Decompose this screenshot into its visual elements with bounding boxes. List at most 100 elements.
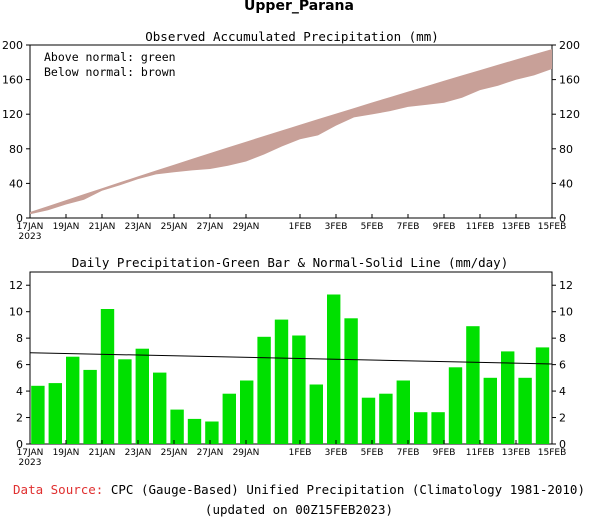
y-tick-label: 0 [16,212,23,225]
y-tick-label: 0 [559,438,566,451]
y-tick-label: 120 [2,108,23,121]
daily-bar [344,318,358,444]
daily-bar [292,335,306,444]
daily-bar [361,397,376,444]
daily-bar [466,326,480,444]
daily-bar [31,385,45,444]
daily-precip-chart: Daily Precipitation-Green Bar & Normal-S… [9,255,573,468]
x-tick-label: 15FEB [538,222,567,232]
normal-line [29,352,553,365]
accum-chart-title: Observed Accumulated Precipitation (mm) [145,29,439,44]
accum-plot-frame [29,44,553,219]
daily-bar [135,348,149,444]
daily-bar [431,412,445,444]
accum-y-axis-left: 0 40 80 120 160 200 [2,39,30,225]
daily-bar [501,351,515,444]
y-tick-label: 2 [16,412,23,425]
daily-bar [396,380,410,444]
x-tick-label: 7FEB [397,222,420,232]
daily-bar [535,347,550,444]
daily-bar [118,359,132,444]
x-tick-label: 13FEB [502,448,531,458]
daily-bar [100,309,115,444]
daily-bar [327,294,341,444]
daily-y-axis-right: 0 2 4 6 8 10 12 [552,279,573,451]
updated-line: (updated on 00Z15FEB2023) [204,502,394,517]
daily-bar [448,367,463,444]
x-start-year: 2023 [19,232,42,242]
x-tick-label: 15FEB [538,448,567,458]
data-source-line: Data Source: CPC (Gauge-Based) Unified P… [0,482,598,497]
daily-bar [187,418,202,444]
x-tick-label: 3FEB [325,222,348,232]
x-tick-label: 17JAN [17,448,44,458]
y-tick-label: 200 [2,39,23,52]
daily-bar [274,319,289,444]
y-tick-label: 40 [559,177,573,190]
daily-bar [309,384,323,444]
y-tick-label: 0 [16,438,23,451]
y-tick-label: 12 [559,279,573,292]
below-normal-band [30,49,552,218]
daily-bar [66,356,80,444]
x-tick-label: 1FEB [289,448,312,458]
x-tick-label: 23JAN [125,222,152,232]
figure-title: Upper_Parana [244,0,354,14]
y-tick-label: 2 [559,412,566,425]
x-tick-label: 21JAN [89,222,116,232]
x-start-year: 2023 [19,458,42,468]
daily-bar [48,383,62,444]
x-tick-label: 5FEB [361,448,384,458]
data-source-label: Data Source: [13,482,104,497]
daily-bar [240,380,254,444]
y-tick-label: 40 [9,177,23,190]
data-source-text: CPC (Gauge-Based) Unified Precipitation … [110,482,585,497]
x-tick-label: 11FEB [466,448,495,458]
x-tick-label: 29JAN [233,448,260,458]
daily-bar [379,393,393,444]
y-tick-label: 80 [559,143,573,156]
daily-bar [483,377,497,444]
x-tick-label: 17JAN [17,222,44,232]
y-tick-label: 10 [9,306,23,319]
x-tick-label: 3FEB [325,448,348,458]
x-tick-label: 9FEB [433,222,456,232]
y-tick-label: 4 [16,385,23,398]
x-tick-label: 21JAN [89,448,116,458]
daily-bar [222,393,236,444]
x-tick-label: 13FEB [502,222,531,232]
daily-bar [414,412,428,444]
daily-plot-frame [29,271,553,445]
y-tick-label: 160 [559,74,580,87]
legend-below-normal: Below normal: brown [44,65,176,79]
daily-x-axis: 17JAN 19JAN 21JAN 23JAN 25JAN 27JAN 29JAN 1FEB 3… [17,440,567,468]
daily-bar [257,336,271,444]
daily-bar [170,409,184,444]
x-tick-label: 9FEB [433,448,456,458]
daily-chart-title: Daily Precipitation-Green Bar & Normal-S… [72,255,509,270]
y-tick-label: 80 [9,143,23,156]
x-tick-label: 25JAN [161,448,188,458]
y-tick-label: 6 [559,359,566,372]
y-tick-label: 12 [9,279,23,292]
y-tick-label: 10 [559,306,573,319]
daily-bar [518,377,532,444]
x-tick-label: 19JAN [53,222,80,232]
x-tick-label: 11FEB [466,222,495,232]
x-tick-label: 25JAN [161,222,188,232]
y-tick-label: 6 [16,359,23,372]
daily-bars [31,294,550,444]
legend-above-normal: Above normal: green [44,50,176,64]
accum-x-axis: 17JAN 19JAN 21JAN 23JAN 25JAN 27JAN 29JAN 1FEB 3… [17,214,567,242]
y-tick-label: 8 [16,332,23,345]
x-tick-label: 23JAN [125,448,152,458]
daily-bar [153,372,167,444]
x-tick-label: 19JAN [53,448,80,458]
y-tick-label: 8 [559,332,566,345]
accumulated-precip-chart: Observed Accumulated Precipitation (mm) … [2,29,580,242]
y-tick-label: 200 [559,39,580,52]
x-tick-label: 1FEB [289,222,312,232]
x-tick-label: 5FEB [361,222,384,232]
accum-y-axis-right: 0 40 80 120 160 200 [552,39,580,225]
